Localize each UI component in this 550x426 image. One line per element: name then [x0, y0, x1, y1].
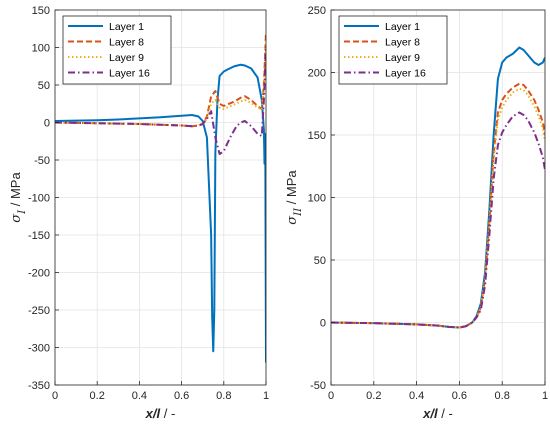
legend-label: Layer 9: [109, 52, 144, 64]
y-axis-label: σI / MPa: [8, 172, 28, 223]
legend-label: Layer 1: [385, 21, 420, 33]
y-tick-label: -250: [28, 305, 50, 317]
x-tick-label: 0.8: [216, 390, 231, 402]
legend-box: [62, 15, 172, 85]
x-tick-label: 0.4: [132, 390, 147, 402]
legend-label: Layer 16: [109, 68, 150, 80]
y-tick-label: -300: [28, 343, 50, 355]
series-line-layer-16: [55, 47, 266, 155]
x-tick-label: 0.2: [90, 390, 105, 402]
legend-label: Layer 1: [109, 21, 144, 33]
series-line-layer-16: [331, 111, 545, 329]
x-tick-label: 0.2: [366, 390, 381, 402]
y-tick-label: -50: [34, 155, 50, 167]
x-tick-label: 0: [328, 390, 334, 402]
y-tick-label: 100: [308, 193, 326, 205]
legend-label: Layer 16: [385, 68, 426, 80]
legend-box: [338, 15, 448, 85]
y-tick-label: -150: [28, 230, 50, 242]
x-axis-label: x/l / -: [422, 406, 453, 421]
legend-label: Layer 9: [385, 52, 420, 64]
legend-label: Layer 8: [109, 37, 144, 49]
x-tick-label: 0.6: [174, 390, 189, 402]
y-tick-label: 150: [308, 130, 326, 142]
y-tick-label: -200: [28, 268, 50, 280]
y-tick-label: 150: [32, 5, 50, 17]
y-tick-label: 0: [320, 318, 326, 330]
chart-1: 0 0.2 0.4 0.6 0.8 1 -350 -300 -250 -200 -150 -100 -5…: [8, 5, 269, 421]
x-tick-label: 0: [52, 390, 58, 402]
y-tick-label: 50: [38, 80, 50, 92]
legend-label: Layer 8: [385, 37, 420, 49]
x-tick-label: 0.8: [495, 390, 510, 402]
x-tick-label: 0.4: [409, 390, 424, 402]
y-tick-label: -50: [310, 380, 326, 392]
x-tick-label: 0.6: [452, 390, 467, 402]
y-axis-label: σII / MPa: [284, 170, 304, 225]
legend: Layer 1 Layer 8 Layer 9 Layer 16: [62, 15, 172, 85]
y-tick-label: 100: [32, 43, 50, 55]
y-tick-label: -350: [28, 380, 50, 392]
y-tick-label: 250: [308, 5, 326, 17]
x-tick-label: 1: [542, 390, 548, 402]
y-tick-label: 200: [308, 68, 326, 80]
y-tick-label: 50: [314, 255, 326, 267]
y-tick-label: -100: [28, 193, 50, 205]
x-tick-label: 1: [263, 390, 269, 402]
y-tick-label: 0: [44, 118, 50, 130]
x-axis-label: x/l / -: [145, 406, 176, 421]
legend: Layer 1 Layer 8 Layer 9 Layer 16: [338, 15, 448, 85]
